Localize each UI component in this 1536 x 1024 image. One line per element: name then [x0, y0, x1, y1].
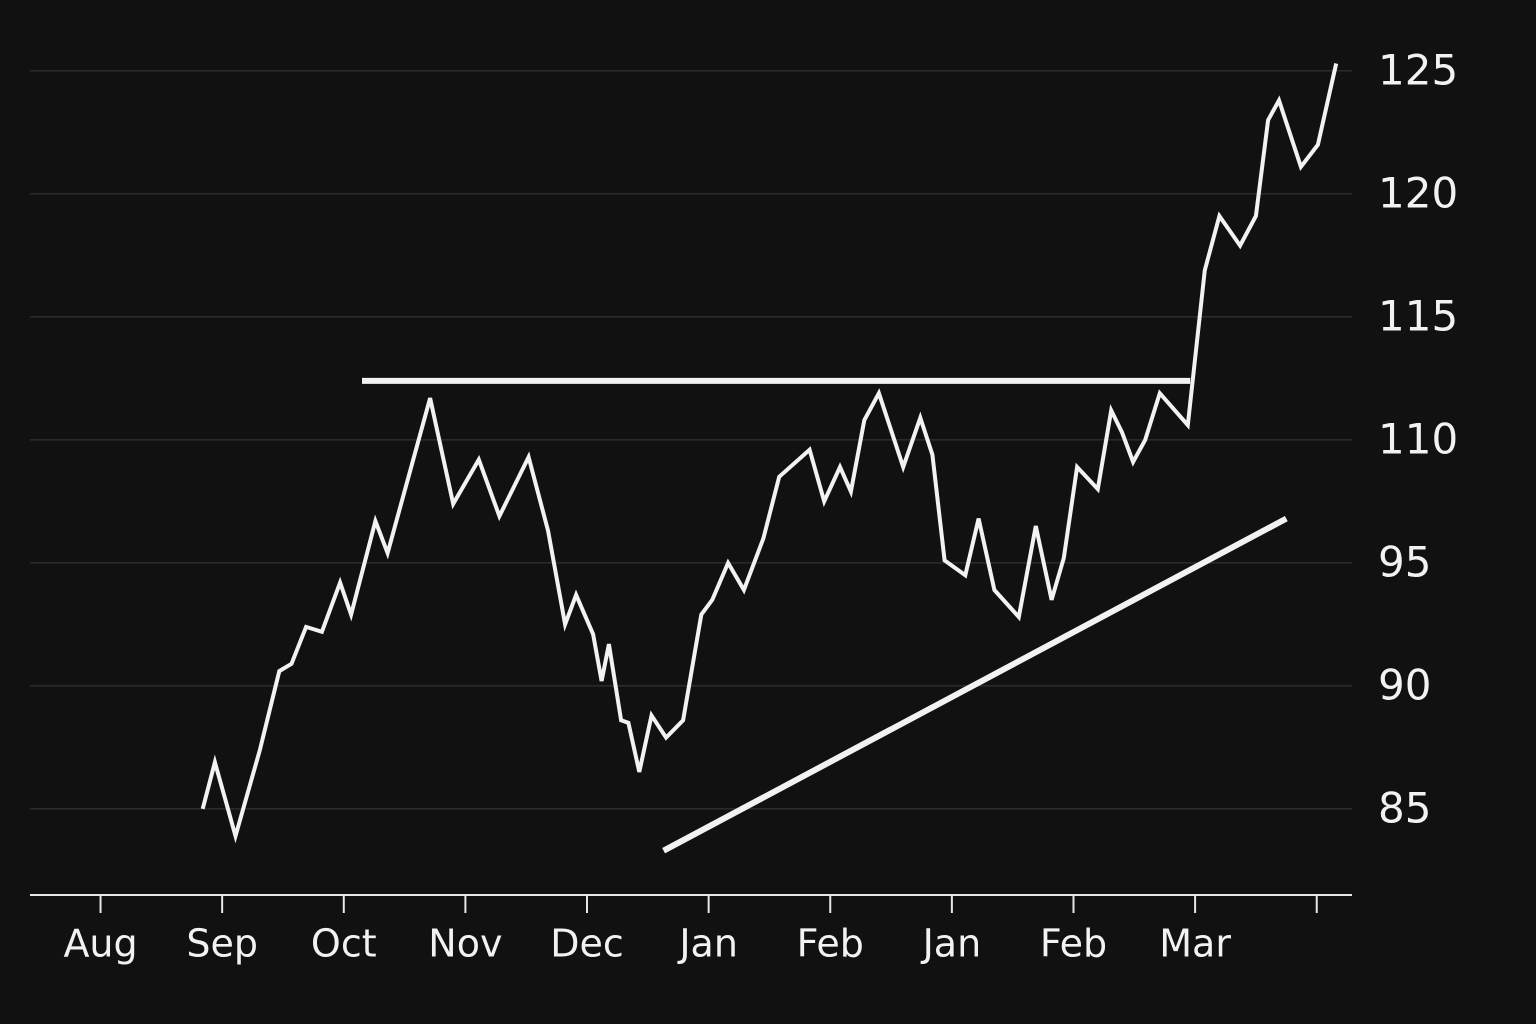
- x-tick-label: Mar: [1159, 922, 1231, 966]
- trend-line: [662, 515, 1288, 854]
- y-tick-label: 120: [1378, 168, 1458, 217]
- x-tick-label: Sep: [186, 922, 258, 966]
- x-tick-label: Oct: [311, 922, 377, 966]
- y-tick-label: 115: [1378, 291, 1458, 340]
- x-tick-label: Jan: [921, 922, 982, 966]
- x-tick-label: Feb: [797, 922, 864, 966]
- y-tick-label: 125: [1378, 45, 1458, 94]
- x-tick-label: Aug: [63, 922, 137, 966]
- y-tick-label: 95: [1378, 537, 1431, 586]
- price-line: [200, 63, 1339, 844]
- x-tick-label: Jan: [677, 922, 738, 966]
- x-tick-label: Feb: [1040, 922, 1107, 966]
- x-tick-label: Dec: [550, 922, 624, 966]
- x-tick-label: Nov: [428, 922, 502, 966]
- y-tick-label: 85: [1378, 783, 1431, 832]
- y-tick-label: 90: [1378, 660, 1431, 709]
- y-tick-label: 110: [1378, 414, 1458, 463]
